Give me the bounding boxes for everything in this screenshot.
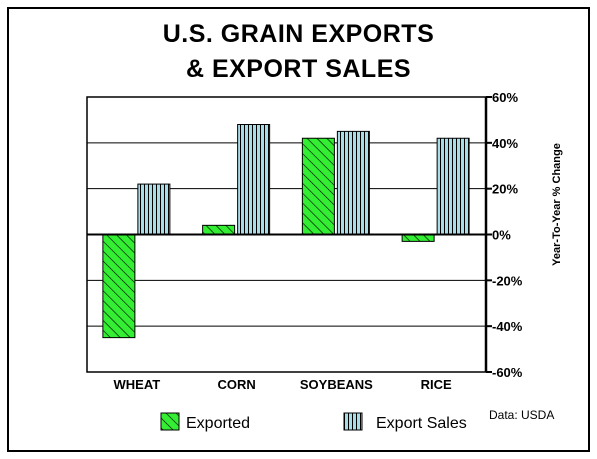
y-tick-label: -40% (492, 319, 523, 334)
legend-label-exported: Exported (186, 415, 250, 432)
bar-exported-wheat (102, 234, 136, 339)
chart-title-line2: & EXPORT SALES (185, 55, 412, 83)
category-label: CORN (217, 377, 255, 392)
bar-export-sales-rice (436, 137, 470, 235)
bar-exported-soybeans (301, 137, 335, 235)
bar-exported-corn (202, 224, 236, 235)
y-tick-label: -20% (492, 273, 523, 288)
bar-export-sales-corn (237, 124, 271, 235)
legend-swatch-export-sales (343, 412, 363, 431)
legend-label-export-sales: Export Sales (376, 415, 467, 432)
category-label: SOYBEANS (300, 377, 373, 392)
bar-export-sales-wheat (137, 183, 171, 235)
source-note: Data: USDA (489, 408, 554, 422)
y-tick-label: 0% (492, 228, 511, 243)
y-tick-label: -60% (492, 365, 523, 380)
category-label: RICE (421, 377, 452, 392)
bar-exported-rice (401, 234, 435, 242)
y-tick-label: 60% (492, 90, 518, 105)
bar-export-sales-soybeans (336, 130, 370, 235)
y-tick-label: 20% (492, 182, 518, 197)
y-tick-label: 40% (492, 136, 518, 151)
category-label: WHEAT (114, 377, 161, 392)
y-axis-title: Year-To-Year % Change (551, 143, 563, 266)
legend-swatch-exported (160, 412, 180, 431)
chart-title-line1: U.S. GRAIN EXPORTS (162, 20, 435, 48)
